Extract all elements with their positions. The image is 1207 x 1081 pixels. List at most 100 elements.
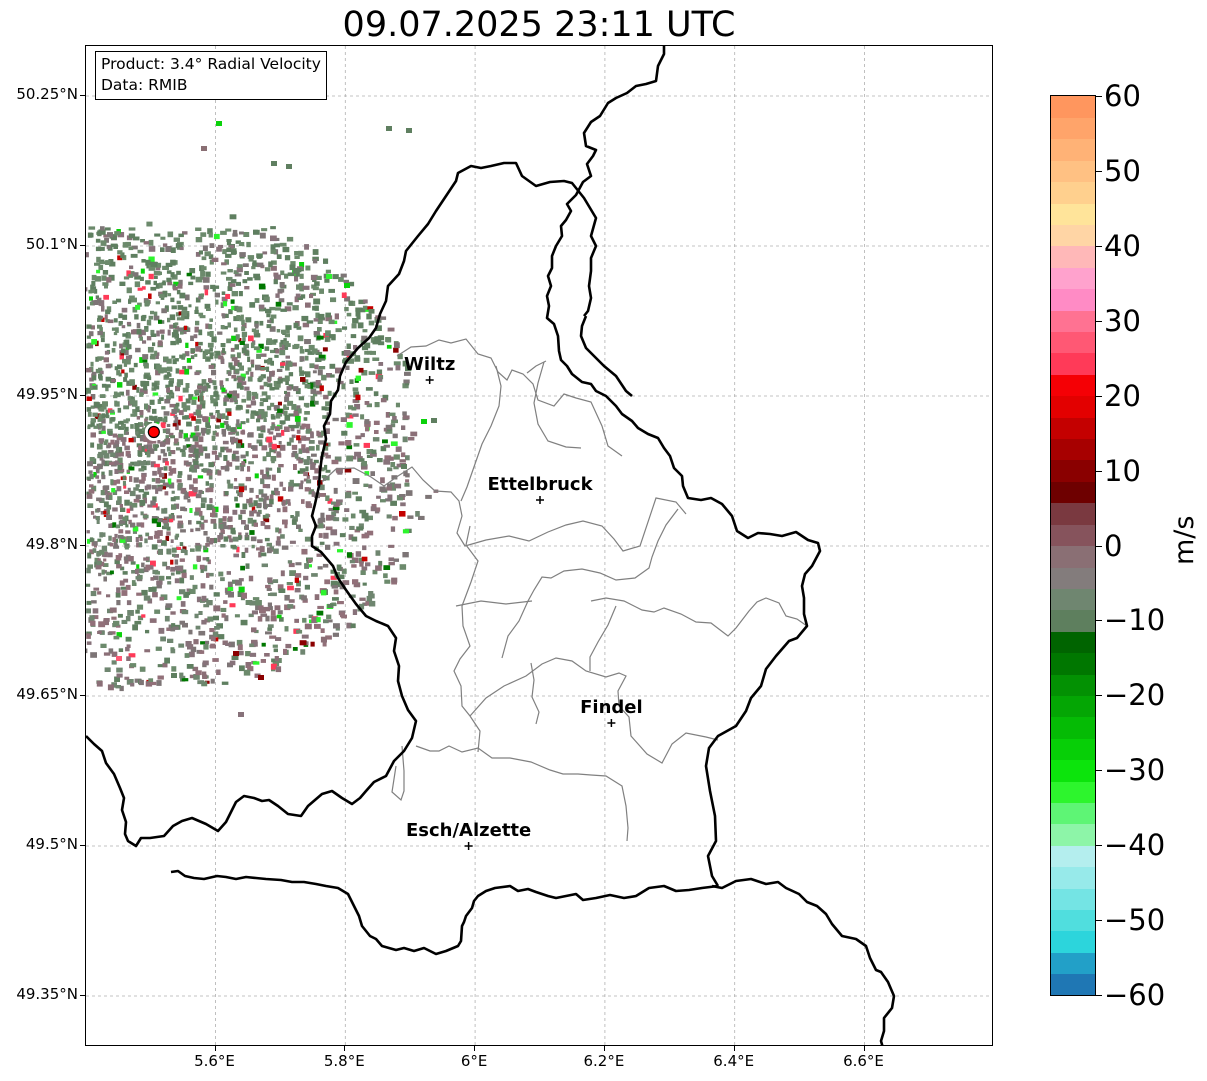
radar-echo-pixel — [365, 562, 371, 567]
radar-echo-pixel — [119, 504, 123, 508]
map-panel[interactable]: Wiltz Ettelbruck Findel Esch/Alzette — [85, 45, 993, 1046]
radar-echo-pixel — [166, 576, 172, 580]
radar-echo-pixel — [91, 385, 97, 390]
radar-echo-pixel — [107, 684, 114, 691]
radar-echo-pixel — [256, 511, 261, 517]
radar-echo-pixel — [349, 281, 355, 287]
radar-echo-pixel — [128, 227, 136, 231]
radar-echo-pixel — [231, 375, 237, 379]
radar-echo-pixel — [380, 398, 387, 403]
radar-echo-pixel — [88, 289, 93, 294]
radar-echo-pixel — [199, 650, 205, 654]
radar-echo-pixel — [130, 253, 138, 258]
radar-echo-pixel — [288, 562, 295, 568]
radar-echo-pixel — [320, 628, 325, 633]
radar-echo-pixel — [177, 284, 183, 289]
radar-echo-pixel — [115, 685, 121, 689]
radar-echo-pixel — [227, 286, 233, 291]
radar-echo-pixel — [162, 243, 168, 247]
radar-echo-pixel — [135, 494, 141, 499]
radar-echo-pixel — [92, 615, 99, 620]
radar-echo-pixel — [115, 524, 120, 529]
radar-echo-pixel — [284, 273, 289, 279]
radar-echo-pixel — [205, 543, 210, 547]
latitude-tick-label: 50.1°N — [25, 235, 78, 253]
radar-echo-pixel — [190, 275, 196, 280]
radar-echo-pixel — [200, 270, 206, 277]
canton-boundary — [396, 338, 623, 457]
radar-echo-pixel — [302, 380, 306, 385]
radar-echo-pixel — [114, 461, 119, 466]
radar-echo-pixel — [162, 457, 168, 463]
radar-echo-pixel — [174, 535, 178, 540]
radar-echo-pixel — [270, 402, 275, 407]
radar-echo-pixel — [169, 450, 176, 455]
radar-echo-pixel — [348, 405, 354, 410]
radar-echo-pixel — [364, 516, 369, 522]
radar-echo-pixel — [222, 516, 227, 522]
radar-echo-pixel — [223, 397, 230, 402]
radar-echo-pixel — [104, 314, 108, 320]
radar-echo-pixel — [151, 485, 157, 490]
radar-echo-pixel — [161, 334, 165, 340]
radar-echo-pixel — [239, 365, 244, 371]
radar-echo-pixel — [294, 251, 300, 256]
radar-echo-pixel — [346, 422, 353, 428]
radar-echo-pixel — [349, 525, 355, 530]
radar-echo-pixel — [129, 271, 135, 275]
radar-echo-pixel — [110, 452, 116, 457]
radar-echo-pixel — [278, 528, 282, 534]
radar-echo-pixel — [271, 443, 277, 450]
radar-echo-pixel — [353, 345, 358, 350]
radar-echo-pixel — [298, 396, 305, 401]
radar-echo-pixel — [165, 428, 171, 435]
radar-echo-pixel — [177, 471, 183, 476]
radar-echo-pixel — [154, 233, 161, 237]
radar-echo-pixel — [173, 406, 179, 410]
radar-echo-pixel — [365, 600, 373, 606]
radar-echo-pixel — [116, 667, 123, 673]
radar-echo-pixel — [203, 519, 208, 523]
longitude-tick-label: 5.6°E — [194, 1052, 235, 1070]
radar-echo-pixel — [90, 325, 95, 330]
canton-boundary — [590, 597, 808, 637]
radar-echo-pixel — [153, 446, 158, 451]
radar-echo-pixel — [330, 575, 337, 580]
radar-echo-pixel — [238, 443, 245, 448]
radar-echo-pixel — [400, 502, 406, 507]
radar-echo-pixel — [127, 487, 131, 493]
radar-echo-pixel — [117, 457, 123, 464]
radar-echo-pixel — [327, 603, 334, 608]
radar-echo-pixel — [229, 538, 233, 543]
radar-echo-pixel — [166, 395, 171, 400]
radar-echo-pixel — [346, 552, 352, 558]
radar-echo-pixel — [340, 612, 345, 618]
radar-echo-pixel — [220, 230, 227, 235]
colorbar-band — [1051, 117, 1095, 140]
radar-echo-pixel — [152, 496, 157, 502]
radar-echo-pixel — [133, 487, 139, 491]
radar-echo-pixel — [370, 337, 376, 343]
radar-echo-pixel — [231, 305, 236, 311]
radar-echo-pixel — [168, 472, 173, 476]
radar-echo-pixel — [350, 623, 356, 629]
radar-echo-pixel — [143, 374, 149, 379]
radar-echo-pixel — [265, 584, 271, 589]
radar-echo-pixel — [277, 467, 281, 473]
radar-echo-pixel — [345, 440, 352, 446]
radar-echo-pixel — [198, 444, 203, 449]
radar-echo-pixel — [391, 475, 398, 480]
radar-echo-pixel — [124, 499, 130, 506]
radar-echo-pixel — [264, 474, 271, 480]
radar-echo-pixel — [241, 326, 246, 332]
radar-echo-pixel — [114, 676, 120, 682]
radar-echo-pixel — [229, 244, 235, 251]
radar-echo-pixel — [325, 526, 333, 531]
radar-echo-pixel — [141, 259, 146, 263]
radar-echo-pixel — [146, 221, 153, 227]
radar-echo-pixel — [242, 279, 248, 284]
radar-echo-pixel — [117, 382, 123, 388]
radar-echo-pixel — [324, 579, 330, 585]
radar-echo-pixel — [195, 507, 201, 513]
